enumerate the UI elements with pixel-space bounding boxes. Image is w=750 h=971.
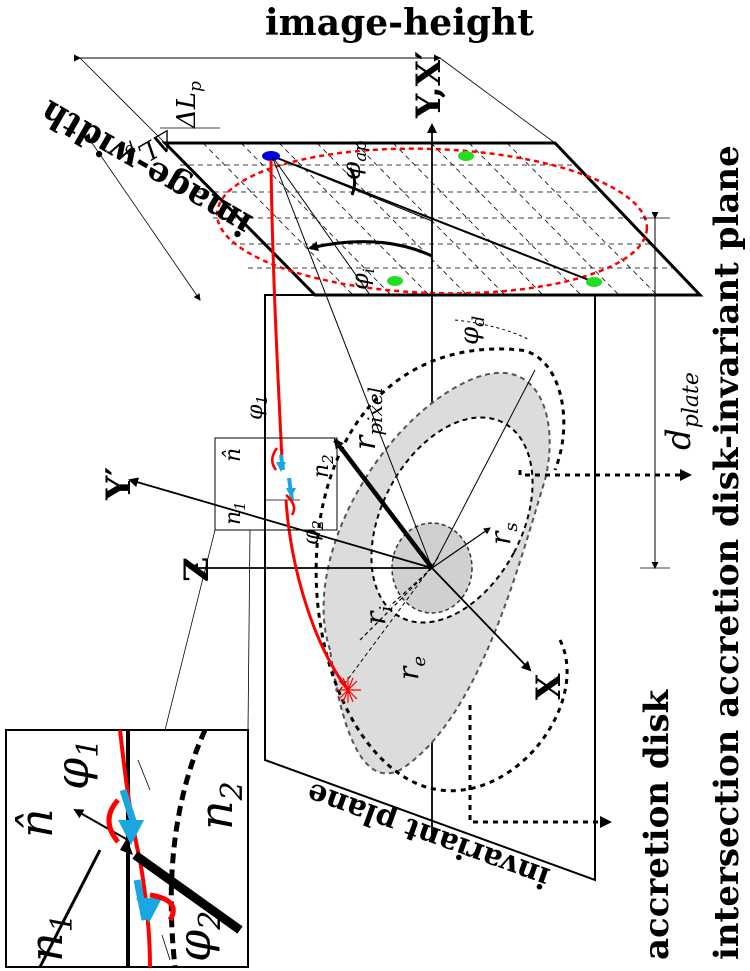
intersection-label: intersection accretion disk-invariant pl… [707,145,747,960]
invariant-plane-label: invariant plane [302,775,554,895]
n2-label-small: n2 [309,454,337,478]
axes [128,155,536,691]
r-s-label: rs [484,522,522,545]
axis-y-prime-label: Y′ [99,467,139,501]
green-point-1 [458,151,474,161]
n2-label-inset: n2 [189,781,250,830]
axis-z-label: Z [177,557,217,582]
image-height-label: image-height [265,2,534,44]
n1-label-inset: n1 [19,913,80,962]
r-pixel-label: rpixel [348,387,387,450]
n1-label-small: n1 [221,501,249,525]
phi1-label-small: φ1 [243,395,271,420]
r-i-label: ri [359,606,397,625]
zoom-inset [5,728,249,968]
axis-x-label: X [529,673,569,700]
phi-ap-label: φap [337,141,371,180]
phi-i-label: φi [346,268,378,290]
axis-yx-label: Y,X′ [409,51,449,119]
d-plate-label: dplate [659,372,704,450]
pixel-point [262,151,280,161]
n-hat-label-inset: n̂ [9,808,63,838]
accretion-disk-label: accretion disk [637,688,677,960]
image-plate [161,141,704,297]
light-ray [269,159,361,703]
green-point-3 [586,277,602,287]
delta-lp-label: ΔLp [172,81,206,129]
phi-d-label: φd [455,316,489,345]
phi2-label-small: φ2 [299,520,327,545]
phi1-label-inset: φ1 [45,739,106,790]
zoom-box-small [214,437,338,531]
n-hat-label-small: n̂ [221,448,246,462]
phi2-label-inset: φ2 [167,911,228,962]
accretion-disk [314,347,569,793]
r-e-label: re [392,656,430,680]
source-star [335,677,361,703]
green-point-2 [387,276,403,286]
